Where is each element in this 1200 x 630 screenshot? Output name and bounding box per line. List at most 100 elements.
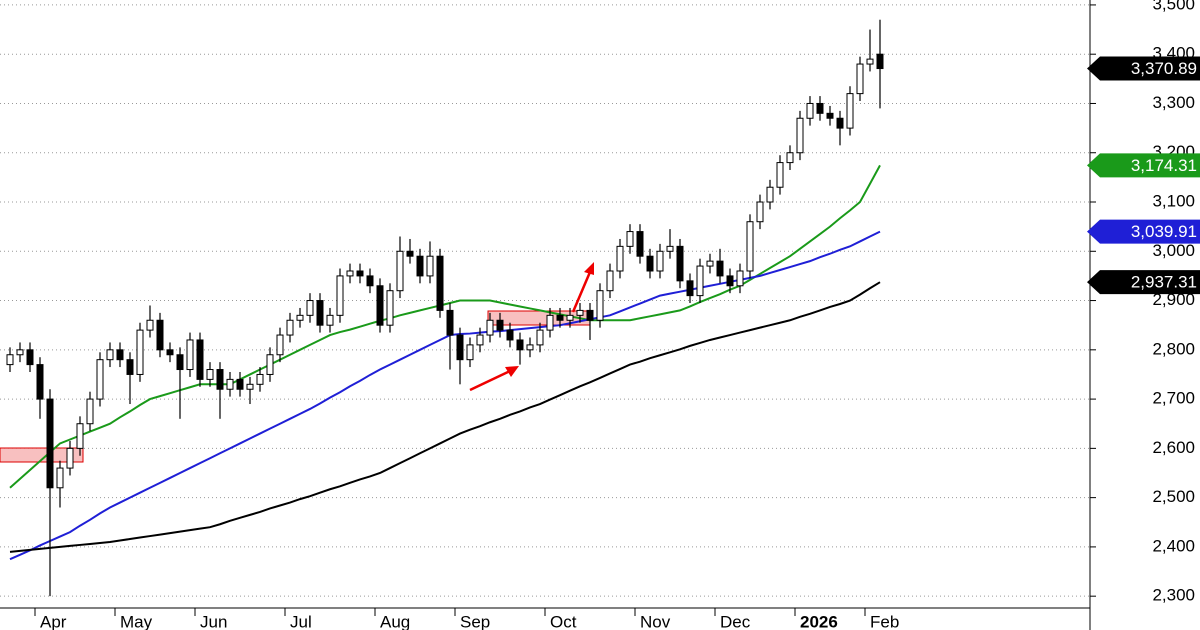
candle-body — [576, 309, 584, 316]
candle-body — [166, 349, 174, 356]
x-tick-label: Jun — [200, 612, 227, 630]
grid — [0, 4, 1090, 597]
x-tick-label: Dec — [720, 612, 751, 630]
candle-body — [516, 339, 524, 351]
price-label-box — [1087, 219, 1200, 244]
candle-body — [766, 186, 774, 203]
candle-body — [496, 319, 504, 331]
candle-body — [596, 290, 604, 321]
candle-body — [526, 344, 534, 351]
candle-body — [586, 309, 594, 321]
annotations — [0, 262, 594, 463]
candle-body — [426, 255, 434, 277]
candle-body — [716, 260, 724, 277]
candle-body — [306, 300, 314, 316]
candle-body — [176, 354, 184, 371]
candle-body — [296, 314, 304, 321]
candle-body — [256, 373, 264, 385]
candle-body — [66, 447, 74, 469]
candle-body — [276, 334, 284, 356]
candle-body — [736, 270, 744, 287]
moving-average-line — [9, 281, 881, 553]
y-tick-label: 3,000 — [1152, 241, 1195, 260]
candle-body — [446, 309, 454, 336]
price-label: 3,370.89 — [1131, 59, 1197, 78]
x-tick-label: Apr — [40, 612, 67, 630]
x-tick-label: Feb — [870, 612, 899, 630]
candle-body — [806, 102, 814, 119]
candle-body — [536, 329, 544, 346]
y-tick-label: 2,900 — [1152, 290, 1195, 309]
candle-body — [26, 349, 34, 366]
candle-body — [776, 162, 784, 188]
candle-body — [46, 398, 54, 489]
candle-body — [606, 270, 614, 292]
y-tick-label: 3,100 — [1152, 191, 1195, 210]
candle-body — [546, 314, 554, 331]
candle-body — [126, 359, 134, 375]
candle-body — [646, 255, 654, 272]
candle-body — [356, 270, 364, 277]
candle-body — [96, 359, 104, 400]
candle-body — [626, 231, 634, 247]
candle-body — [386, 290, 394, 326]
candle-body — [236, 378, 244, 390]
candle-body — [226, 378, 234, 390]
candle-body — [136, 329, 144, 375]
candle-body — [346, 270, 354, 277]
candle-body — [16, 349, 24, 356]
candle-body — [786, 152, 794, 164]
candle-body — [866, 58, 874, 65]
price-label: 3,174.31 — [1131, 156, 1197, 175]
candle-body — [656, 250, 664, 272]
candle-body — [486, 319, 494, 336]
candle-body — [666, 245, 674, 252]
candle-body — [616, 245, 624, 272]
arrow — [469, 369, 511, 392]
y-tick-label: 2,500 — [1152, 487, 1195, 506]
candle-body — [706, 260, 714, 267]
x-tick-label: Jul — [290, 612, 312, 630]
y-tick-label: 2,600 — [1152, 438, 1195, 457]
candle-body — [696, 265, 704, 297]
candle-body — [206, 369, 214, 380]
candle-body — [316, 300, 324, 326]
candle-body — [286, 319, 294, 336]
x-tick-label: Oct — [550, 612, 577, 630]
candle-body — [876, 53, 884, 70]
y-tick-label: 2,800 — [1152, 339, 1195, 358]
candle-body — [266, 354, 274, 375]
x-tick-label: 2026 — [800, 612, 838, 630]
candle-body — [836, 117, 844, 129]
candle-body — [6, 354, 14, 366]
candle-body — [456, 334, 464, 361]
candle-body — [856, 63, 864, 95]
candle-body — [326, 314, 334, 326]
x-tick-label: May — [120, 612, 153, 630]
candle-body — [826, 112, 834, 119]
candle-body — [106, 349, 114, 361]
y-tick-label: 2,400 — [1152, 536, 1195, 555]
price-label-box — [1087, 270, 1200, 295]
y-tick-label: 2,300 — [1152, 586, 1195, 605]
moving-average-line — [9, 230, 881, 561]
x-tick-label: Aug — [380, 612, 410, 630]
candle-body — [476, 334, 484, 346]
price-label-box — [1087, 56, 1200, 81]
candle-body — [846, 93, 854, 129]
moving-average-line — [9, 164, 881, 489]
candle-body — [406, 250, 414, 257]
y-tick-label: 2,700 — [1152, 389, 1195, 408]
candle-body — [636, 231, 644, 257]
candle-body — [86, 398, 94, 425]
candle-body — [436, 255, 444, 311]
candle-body — [36, 364, 44, 400]
candle-body — [416, 255, 424, 277]
candle-body — [686, 280, 694, 297]
y-tick-label: 3,500 — [1152, 0, 1195, 13]
candle-body — [796, 117, 804, 154]
candle-body — [76, 423, 84, 449]
candle-body — [366, 275, 374, 287]
candle-body — [396, 250, 404, 292]
